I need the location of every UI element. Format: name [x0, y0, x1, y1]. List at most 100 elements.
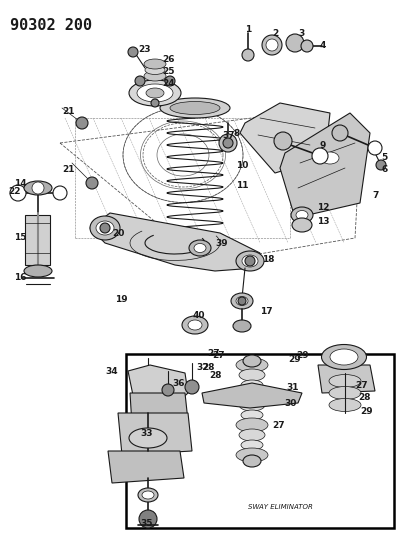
Polygon shape — [130, 393, 188, 425]
Ellipse shape — [322, 344, 366, 369]
Circle shape — [139, 510, 157, 528]
Circle shape — [185, 380, 199, 394]
Circle shape — [86, 177, 98, 189]
Ellipse shape — [236, 388, 268, 402]
Circle shape — [76, 117, 88, 129]
Text: 27: 27 — [272, 421, 285, 430]
Ellipse shape — [329, 399, 361, 411]
Text: 11: 11 — [236, 181, 248, 190]
Text: 17: 17 — [260, 306, 273, 316]
Text: 7: 7 — [372, 190, 378, 199]
Ellipse shape — [330, 349, 358, 365]
Ellipse shape — [241, 410, 263, 420]
Ellipse shape — [243, 355, 261, 367]
Polygon shape — [202, 383, 302, 408]
Text: 18: 18 — [262, 255, 274, 264]
Ellipse shape — [194, 244, 206, 253]
Ellipse shape — [129, 428, 167, 448]
Text: 36: 36 — [172, 378, 184, 387]
Text: 30: 30 — [284, 399, 296, 408]
Ellipse shape — [164, 235, 226, 252]
Ellipse shape — [24, 265, 52, 277]
Text: 39: 39 — [215, 238, 228, 247]
Text: 27: 27 — [212, 351, 225, 359]
Circle shape — [53, 186, 67, 200]
Text: 3: 3 — [298, 28, 304, 37]
Ellipse shape — [242, 255, 258, 267]
Text: 6: 6 — [382, 165, 388, 174]
Circle shape — [376, 160, 386, 170]
Bar — [126, 354, 394, 528]
Ellipse shape — [144, 71, 166, 81]
Text: 1: 1 — [245, 26, 251, 35]
Polygon shape — [90, 213, 260, 271]
Text: 19: 19 — [115, 295, 128, 303]
Text: 35: 35 — [140, 519, 152, 528]
Ellipse shape — [241, 440, 263, 450]
Ellipse shape — [137, 84, 173, 102]
Polygon shape — [318, 365, 375, 393]
Ellipse shape — [329, 386, 361, 400]
Ellipse shape — [129, 80, 181, 106]
Text: 8: 8 — [233, 128, 239, 138]
Polygon shape — [280, 113, 370, 218]
Text: 33: 33 — [140, 429, 152, 438]
Circle shape — [262, 35, 282, 55]
Polygon shape — [240, 103, 330, 173]
Circle shape — [274, 132, 292, 150]
Text: 31: 31 — [286, 383, 298, 392]
Ellipse shape — [96, 221, 114, 235]
Text: 16: 16 — [14, 272, 26, 281]
Text: 28: 28 — [210, 370, 222, 379]
Text: 90302 200: 90302 200 — [10, 18, 92, 33]
Ellipse shape — [236, 296, 248, 305]
Ellipse shape — [145, 66, 165, 75]
Polygon shape — [118, 413, 192, 455]
Text: 20: 20 — [112, 229, 124, 238]
Text: 9: 9 — [319, 141, 325, 149]
Text: 14: 14 — [14, 179, 27, 188]
Circle shape — [165, 76, 175, 86]
Ellipse shape — [189, 240, 211, 256]
Polygon shape — [108, 451, 184, 483]
Circle shape — [151, 99, 159, 107]
Ellipse shape — [90, 216, 120, 240]
Text: 24: 24 — [162, 78, 175, 87]
Circle shape — [10, 185, 26, 201]
Ellipse shape — [170, 101, 220, 115]
Circle shape — [219, 134, 237, 152]
Circle shape — [238, 297, 246, 305]
Circle shape — [128, 47, 138, 57]
Circle shape — [312, 148, 328, 164]
Text: 29: 29 — [288, 356, 301, 365]
Ellipse shape — [243, 455, 261, 467]
Ellipse shape — [321, 152, 339, 164]
Text: 2: 2 — [272, 28, 278, 37]
Ellipse shape — [160, 98, 230, 118]
Text: 15: 15 — [14, 232, 26, 241]
Circle shape — [332, 125, 348, 141]
Ellipse shape — [296, 211, 308, 220]
Text: 29: 29 — [360, 407, 373, 416]
Ellipse shape — [146, 88, 164, 98]
Text: 40: 40 — [193, 311, 206, 319]
Circle shape — [286, 34, 304, 52]
Ellipse shape — [239, 399, 265, 411]
Circle shape — [223, 138, 233, 148]
Text: 25: 25 — [162, 67, 174, 76]
Circle shape — [162, 384, 174, 396]
Ellipse shape — [233, 320, 251, 332]
Circle shape — [100, 223, 110, 233]
Text: 13: 13 — [317, 217, 330, 227]
Text: 26: 26 — [162, 54, 174, 63]
Ellipse shape — [236, 358, 268, 372]
Text: SWAY ELIMINATOR: SWAY ELIMINATOR — [248, 504, 312, 510]
Ellipse shape — [239, 369, 265, 381]
Ellipse shape — [236, 251, 264, 271]
Polygon shape — [25, 215, 50, 265]
Text: 37: 37 — [222, 132, 235, 141]
Circle shape — [266, 39, 278, 51]
Text: 4: 4 — [320, 42, 326, 51]
Ellipse shape — [241, 380, 263, 390]
Text: 27: 27 — [207, 349, 220, 358]
